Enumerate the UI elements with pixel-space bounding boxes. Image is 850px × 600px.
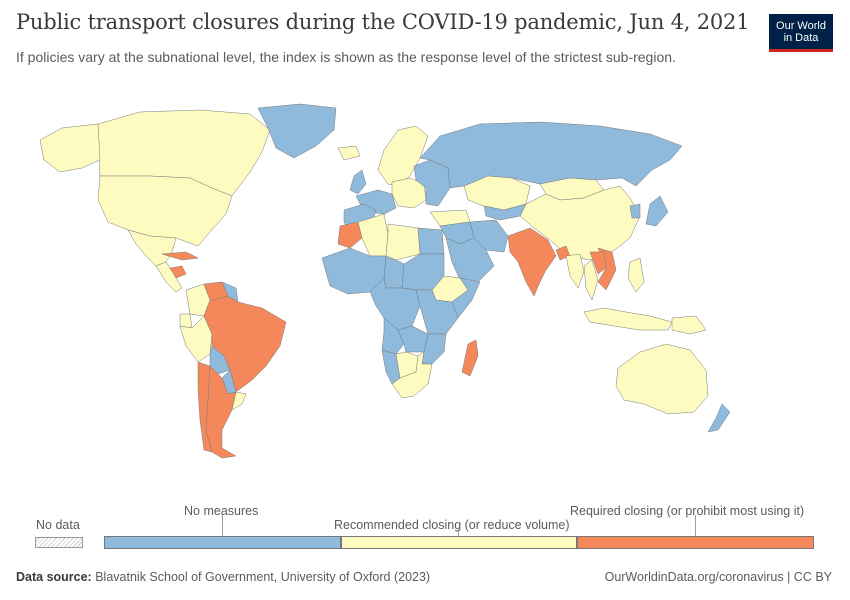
region-egypt[interactable]: [417, 227, 445, 255]
chart-title: Public transport closures during the COV…: [16, 10, 750, 34]
region-laos[interactable]: [589, 251, 607, 275]
region-greenland[interactable]: [257, 103, 337, 159]
region-south-africa[interactable]: [391, 351, 433, 399]
logo-line-2: in Data: [783, 32, 819, 44]
legend-label-recommended: Recommended closing (or reduce volume): [334, 518, 570, 532]
region-peru[interactable]: [179, 315, 213, 363]
region-alaska[interactable]: [39, 123, 101, 173]
region-argentina[interactable]: [205, 365, 237, 459]
region-central-america[interactable]: [155, 261, 183, 293]
legend-tick-no-measures: [222, 515, 223, 536]
region-madagascar[interactable]: [461, 339, 479, 377]
region-papua-new-guinea[interactable]: [671, 315, 707, 335]
region-libya[interactable]: [385, 223, 421, 261]
region-indonesia[interactable]: [583, 307, 673, 331]
legend-bin-recommended[interactable]: [341, 536, 577, 549]
region-central-asia[interactable]: [483, 203, 527, 221]
legend-tick-recommended: [458, 529, 459, 536]
region-ecuador[interactable]: [179, 313, 193, 329]
region-united-states[interactable]: [97, 175, 233, 247]
region-iceland[interactable]: [337, 145, 361, 161]
region-china[interactable]: [519, 185, 641, 261]
region-cuba[interactable]: [161, 251, 199, 261]
legend-no-data-label: No data: [36, 518, 80, 532]
legend-label-required: Required closing (or prohibit most using…: [570, 504, 805, 518]
region-philippines[interactable]: [627, 257, 645, 293]
legend-no-data-swatch[interactable]: [35, 537, 83, 548]
legend-bin-no-measures[interactable]: [104, 536, 341, 549]
region-korea[interactable]: [629, 203, 641, 219]
source-text[interactable]: Blavatnik School of Government, Universi…: [95, 570, 431, 584]
legend-label-no-measures: No measures: [184, 504, 259, 518]
legend-bin-required[interactable]: [577, 536, 814, 549]
legend-tick-required: [695, 515, 696, 536]
world-map: [39, 103, 731, 459]
region-central-europe[interactable]: [391, 177, 427, 209]
logo-line-1: Our World: [776, 20, 826, 32]
region-zambia[interactable]: [397, 325, 429, 353]
footer-url[interactable]: OurWorldinData.org/coronavirus | CC BY: [604, 570, 832, 584]
region-morocco[interactable]: [337, 221, 363, 249]
region-myanmar[interactable]: [565, 253, 585, 289]
region-honduras[interactable]: [169, 265, 187, 279]
region-australia[interactable]: [615, 343, 709, 415]
region-united-kingdom[interactable]: [349, 169, 367, 195]
region-india[interactable]: [507, 227, 557, 297]
region-russia[interactable]: [419, 121, 683, 189]
region-thailand[interactable]: [583, 259, 599, 301]
region-chad[interactable]: [383, 255, 405, 289]
region-japan[interactable]: [645, 195, 669, 227]
region-saudi-arabia[interactable]: [445, 237, 495, 283]
source-note: Data source: Blavatnik School of Governm…: [16, 570, 430, 584]
region-new-zealand[interactable]: [707, 403, 731, 433]
owid-logo[interactable]: Our World in Data: [769, 14, 833, 52]
region-uruguay[interactable]: [231, 391, 247, 411]
region-east-africa[interactable]: [415, 289, 459, 335]
chart-subtitle: If policies vary at the subnational leve…: [16, 49, 676, 65]
source-label: Data source:: [16, 570, 92, 584]
